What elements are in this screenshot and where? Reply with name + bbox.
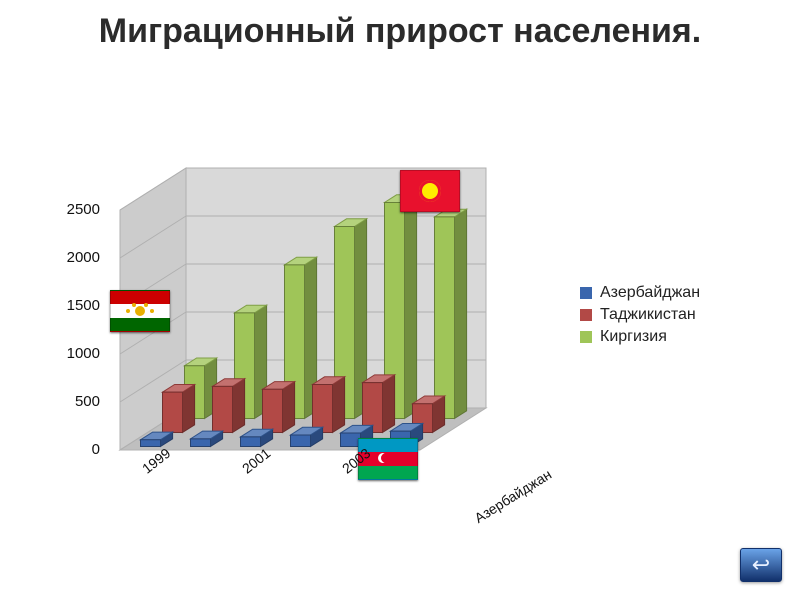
legend-swatch xyxy=(580,309,592,321)
legend-item: Киргизия xyxy=(580,328,700,346)
flag-tajikistan xyxy=(110,290,170,332)
y-tick-label: 500 xyxy=(40,393,100,410)
y-tick-label: 0 xyxy=(40,441,100,458)
y-tick-label: 1000 xyxy=(40,345,100,362)
legend-item: Таджикистан xyxy=(580,306,700,324)
legend-swatch xyxy=(580,287,592,299)
slide-title: Миграционный прирост населения. xyxy=(0,12,800,51)
y-tick-label: 2000 xyxy=(40,249,100,266)
return-button[interactable]: ↩ xyxy=(740,548,782,582)
legend-swatch xyxy=(580,331,592,343)
return-icon: ↩ xyxy=(752,552,770,578)
y-tick-label: 1500 xyxy=(40,297,100,314)
legend-label: Таджикистан xyxy=(600,306,696,324)
legend-label: Азербайджан xyxy=(600,284,700,302)
y-tick-label: 2500 xyxy=(40,201,100,218)
legend-label: Киргизия xyxy=(600,328,667,346)
flag-kyrgyzstan xyxy=(400,170,460,212)
chart-legend: Азербайджан Таджикистан Киргизия xyxy=(580,280,700,350)
legend-item: Азербайджан xyxy=(580,284,700,302)
